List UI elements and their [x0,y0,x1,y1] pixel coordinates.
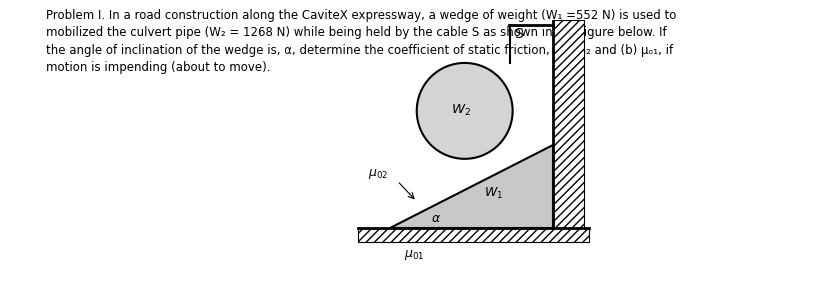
Text: $\mu_{01}$: $\mu_{01}$ [404,248,423,262]
Text: $\mu_{02}$: $\mu_{02}$ [367,167,388,181]
Bar [552,20,583,228]
Text: Problem I. In a road construction along the CaviteX expressway, a wedge of weigh: Problem I. In a road construction along … [45,9,675,74]
Text: $W_1$: $W_1$ [483,186,502,201]
Text: $W_2$: $W_2$ [450,103,471,118]
Circle shape [416,63,512,159]
Text: $\alpha$: $\alpha$ [431,212,441,225]
Polygon shape [389,145,552,228]
Text: S: S [514,26,522,41]
Bar [358,228,588,242]
